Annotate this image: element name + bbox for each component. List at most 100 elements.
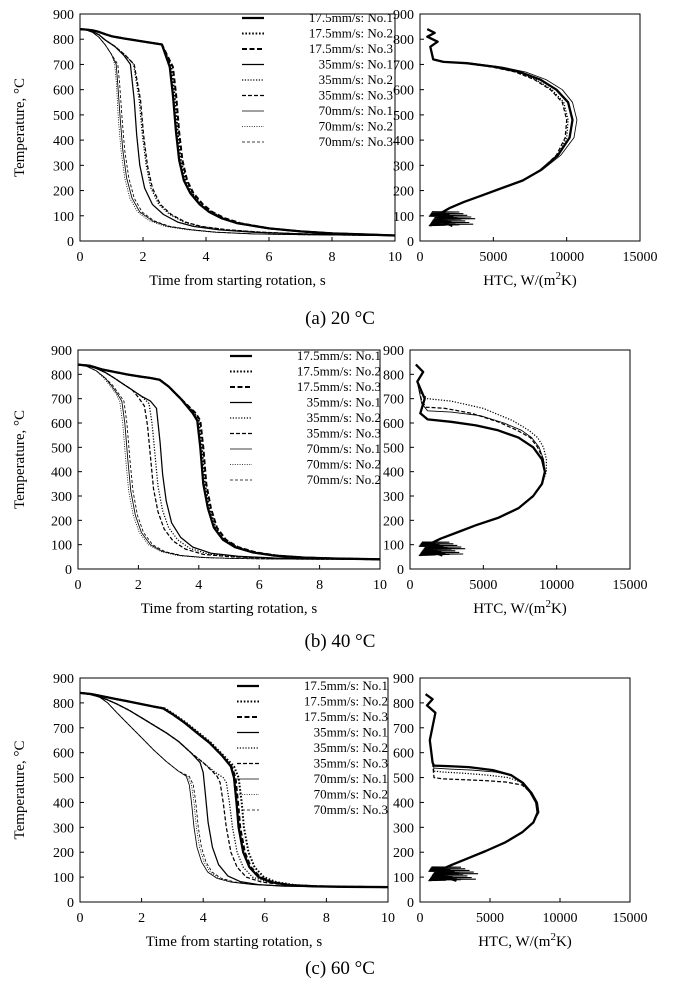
y-tick-label: 100 — [383, 539, 404, 554]
plot-frame — [77, 349, 381, 570]
y-tick-label: 500 — [383, 441, 404, 456]
legend-label-3: 35mm/s: No.1 — [319, 57, 393, 72]
y-tick-label: 200 — [383, 514, 404, 529]
x-tick-label: 10 — [373, 578, 387, 593]
legend-label-7: 70mm/s: No.2 — [307, 457, 381, 472]
x-axis-label: HTC, W/(m2K) — [483, 270, 577, 289]
y-tick-label: 300 — [51, 490, 72, 505]
x-tick-label: 5000 — [476, 911, 504, 926]
series-line-0 — [426, 28, 574, 227]
series-line-8 — [80, 692, 388, 888]
y-tick-label: 200 — [393, 185, 414, 200]
x-tick-label: 15000 — [613, 911, 648, 926]
plot-frame — [79, 13, 396, 242]
y-tick-label: 700 — [53, 58, 74, 73]
caption-a: (a) 20 °C — [305, 308, 375, 329]
legend-label-8: 70mm/s: No.3 — [314, 802, 388, 817]
y-tick-label: 900 — [383, 344, 404, 359]
series-line-7 — [80, 28, 395, 236]
x-tick-label: 2 — [135, 578, 142, 593]
y-tick-label: 400 — [383, 466, 404, 481]
legend-label-1: 17.5mm/s: No.2 — [297, 364, 381, 379]
y-tick-label: 800 — [51, 368, 72, 383]
chart-panel-4: 0 100 200 300 400 500 600 700 800 900 0 2 4 6 8 10 Time … — [12, 672, 395, 950]
y-tick-label: 100 — [53, 871, 74, 886]
x-tick-label: 4 — [200, 911, 207, 926]
x-tick-label: 0 — [75, 578, 82, 593]
y-tick-label: 700 — [51, 393, 72, 408]
y-tick-label: 600 — [53, 747, 74, 762]
y-tick-label: 100 — [393, 210, 414, 225]
y-tick-label: 800 — [393, 697, 414, 712]
y-tick-label: 700 — [393, 722, 414, 737]
y-tick-label: 0 — [407, 896, 414, 911]
y-tick-label: 800 — [383, 368, 404, 383]
series-line-4 — [80, 28, 395, 237]
caption-b: (b) 40 °C — [304, 631, 376, 652]
chart-panel-0: 0 100 200 300 400 500 600 700 800 900 0 2 4 6 8 10 Time … — [12, 8, 402, 289]
legend-label-7: 70mm/s: No.2 — [319, 119, 393, 134]
y-tick-label: 500 — [393, 772, 414, 787]
legend-label-7: 70mm/s: No.2 — [314, 787, 388, 802]
x-tick-label: 10000 — [539, 578, 574, 593]
legend-label-4: 35mm/s: No.2 — [314, 740, 388, 755]
y-tick-label: 900 — [393, 672, 414, 687]
plot-frame — [419, 677, 631, 903]
legend-label-5: 35mm/s: No.3 — [307, 426, 381, 441]
y-tick-label: 300 — [383, 490, 404, 505]
legend-label-8: 70mm/s: No.3 — [319, 134, 393, 149]
y-tick-label: 500 — [53, 772, 74, 787]
series-line-8 — [78, 364, 380, 560]
y-tick-label: 300 — [53, 821, 74, 836]
series-line-5 — [78, 363, 380, 560]
x-tick-label: 2 — [138, 911, 145, 926]
y-tick-label: 400 — [393, 134, 414, 149]
y-tick-label: 400 — [53, 796, 74, 811]
x-tick-label: 5000 — [479, 250, 507, 265]
series-line-2 — [80, 691, 388, 889]
y-tick-label: 0 — [65, 563, 72, 578]
x-axis-label: Time from starting rotation, s — [141, 601, 318, 617]
legend-label-0: 17.5mm/s: No.1 — [297, 348, 381, 363]
y-tick-label: 0 — [67, 896, 74, 911]
x-tick-label: 10 — [381, 911, 395, 926]
x-tick-label: 10000 — [543, 911, 578, 926]
y-axis-label: Temperature, °C — [12, 740, 28, 839]
legend-label-4: 35mm/s: No.2 — [319, 72, 393, 87]
y-tick-label: 600 — [393, 84, 414, 99]
y-tick-label: 600 — [53, 84, 74, 99]
legend-label-4: 35mm/s: No.2 — [307, 410, 381, 425]
y-tick-label: 800 — [393, 33, 414, 48]
series-line-2 — [426, 28, 568, 227]
htc-noise-trace — [428, 866, 479, 882]
series-line-0 — [415, 363, 547, 557]
legend-label-6: 70mm/s: No.1 — [319, 103, 393, 118]
legend-label-3: 35mm/s: No.1 — [307, 395, 381, 410]
x-tick-label: 10 — [388, 250, 402, 265]
y-tick-label: 200 — [53, 846, 74, 861]
y-tick-label: 500 — [51, 441, 72, 456]
y-tick-label: 400 — [393, 796, 414, 811]
legend-label-5: 35mm/s: No.3 — [314, 756, 388, 771]
y-tick-label: 0 — [407, 235, 414, 250]
x-tick-label: 0 — [77, 911, 84, 926]
plot-frame — [419, 13, 641, 242]
x-tick-label: 8 — [316, 578, 323, 593]
y-tick-label: 700 — [393, 58, 414, 73]
legend-label-8: 70mm/s: No.2 — [307, 472, 381, 487]
x-tick-label: 2 — [140, 250, 147, 265]
series-line-1 — [415, 364, 548, 557]
x-tick-label: 8 — [329, 250, 336, 265]
legend-label-5: 35mm/s: No.3 — [319, 88, 393, 103]
x-axis-label: HTC, W/(m2K) — [473, 598, 567, 617]
x-tick-label: 0 — [77, 250, 84, 265]
chart-panel-2: 0 100 200 300 400 500 600 700 800 900 0 2 4 6 8 10 Time … — [12, 344, 387, 617]
y-tick-label: 400 — [51, 466, 72, 481]
series-line-1 — [426, 28, 569, 227]
x-tick-label: 6 — [261, 911, 268, 926]
legend-label-6: 70mm/s: No.1 — [314, 771, 388, 786]
y-tick-label: 700 — [383, 393, 404, 408]
x-tick-label: 15000 — [613, 578, 648, 593]
y-tick-label: 400 — [53, 134, 74, 149]
legend-label-6: 70mm/s: No.1 — [307, 441, 381, 456]
